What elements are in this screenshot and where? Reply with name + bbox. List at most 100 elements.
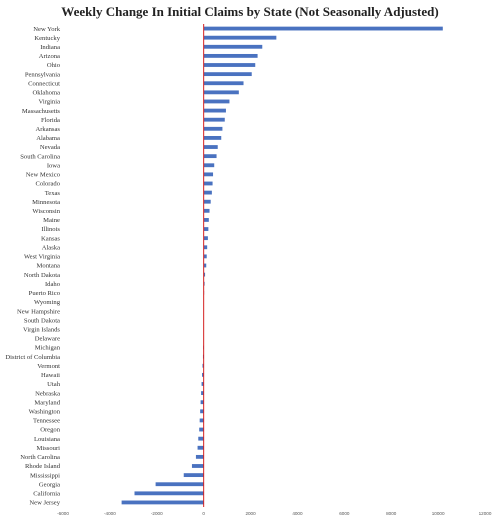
bar — [203, 90, 239, 95]
x-tick-label: 0 — [202, 511, 205, 516]
category-label: Missouri — [37, 445, 61, 452]
category-label: Puerto Rico — [29, 290, 61, 297]
category-label: Montana — [37, 263, 61, 270]
category-label: Indiana — [40, 44, 60, 51]
bar — [203, 81, 244, 86]
bar — [201, 391, 204, 395]
bar — [203, 136, 222, 140]
bar — [203, 199, 211, 204]
category-label: Alaska — [42, 244, 60, 251]
category-label: Ohio — [47, 62, 61, 69]
category-label: Pennsylvania — [25, 71, 60, 78]
x-tick-label: -2000 — [151, 511, 163, 516]
category-label: Wyoming — [34, 299, 61, 306]
bar — [203, 181, 213, 186]
bar — [203, 26, 443, 31]
category-label: Minnesota — [32, 199, 60, 206]
category-label: Wisconsin — [32, 208, 60, 215]
bar — [203, 208, 210, 213]
x-tick-label: -6000 — [57, 511, 69, 516]
x-tick-label: -4000 — [104, 511, 116, 516]
category-label: Virgin Islands — [23, 326, 60, 333]
bar — [203, 145, 218, 149]
bar — [199, 427, 204, 432]
category-label: Hawaii — [41, 372, 60, 379]
bar — [203, 53, 258, 58]
bar — [203, 72, 252, 77]
category-label-layer: New York Kentucky Indiana Arizona Ohio Pennsy… — [5, 26, 60, 507]
bar — [203, 108, 226, 113]
bar — [203, 272, 206, 277]
category-label: Louisiana — [34, 436, 60, 443]
category-label: Florida — [41, 117, 60, 124]
x-tick-label: 6000 — [339, 511, 350, 516]
bar — [203, 263, 207, 268]
bar — [203, 126, 223, 131]
bar — [203, 190, 212, 195]
bar — [203, 172, 214, 177]
category-label: Oklahoma — [33, 90, 61, 97]
bar — [121, 500, 204, 505]
category-label: Nevada — [40, 144, 60, 151]
category-label: North Carolina — [20, 454, 60, 461]
bar — [203, 35, 277, 40]
category-label: Vermont — [37, 363, 60, 370]
bar — [201, 382, 204, 386]
category-label: Oregon — [40, 427, 60, 434]
category-label: Texas — [45, 190, 61, 197]
category-label: South Dakota — [24, 317, 60, 324]
tick-label-layer: -6000 -4000 -2000 0 2000 4000 6000 8000 10000 120… — [57, 511, 492, 516]
bar — [200, 400, 204, 405]
category-label: Delaware — [35, 336, 60, 343]
category-label: Connecticut — [28, 80, 60, 87]
x-tick-label: 2000 — [245, 511, 256, 516]
category-label: Iowa — [47, 162, 60, 169]
category-label: Kansas — [41, 235, 60, 242]
x-tick-label: 4000 — [292, 511, 303, 516]
x-tick-label: 8000 — [386, 511, 397, 516]
category-label: Mississippi — [30, 472, 60, 479]
category-label: New Hampshire — [17, 308, 60, 315]
category-label: Michigan — [35, 345, 61, 352]
category-label: Virginia — [39, 99, 61, 106]
bar — [202, 372, 204, 377]
category-label: District of Columbia — [5, 354, 60, 361]
bar — [195, 454, 204, 459]
bar — [202, 363, 204, 368]
bar — [203, 218, 209, 222]
bar — [199, 418, 204, 423]
x-tick-label: 10000 — [432, 511, 445, 516]
category-label: New Mexico — [26, 172, 61, 179]
bar — [203, 154, 217, 159]
category-label: Maryland — [34, 399, 60, 406]
category-label: Arkansas — [35, 126, 60, 133]
bar — [203, 44, 263, 49]
category-label: New Jersey — [29, 500, 60, 507]
chart-title: Weekly Change In Initial Claims by State… — [61, 4, 438, 19]
bar — [203, 99, 230, 104]
category-label: Tennessee — [33, 418, 60, 425]
bar — [191, 464, 204, 468]
category-label: Arizona — [39, 53, 60, 60]
category-label: Georgia — [39, 481, 60, 488]
bar — [200, 409, 204, 414]
category-label: New York — [33, 26, 60, 33]
category-label: West Virginia — [24, 254, 60, 261]
bar — [198, 436, 204, 441]
bar — [197, 445, 204, 450]
category-label: Washington — [29, 409, 61, 416]
category-label: North Dakota — [24, 272, 60, 279]
category-label: Maine — [43, 217, 60, 224]
bar — [203, 227, 209, 231]
category-label: Massachusetts — [22, 108, 61, 115]
bar — [155, 482, 204, 487]
category-label: South Carolina — [20, 153, 60, 160]
category-label: Rhode Island — [25, 463, 61, 470]
bar — [134, 491, 204, 496]
bar — [203, 117, 225, 122]
category-label: Illinois — [41, 226, 60, 233]
category-label: Nebraska — [35, 390, 60, 397]
bar — [203, 63, 256, 67]
category-label: California — [33, 491, 60, 498]
bar — [203, 236, 208, 241]
